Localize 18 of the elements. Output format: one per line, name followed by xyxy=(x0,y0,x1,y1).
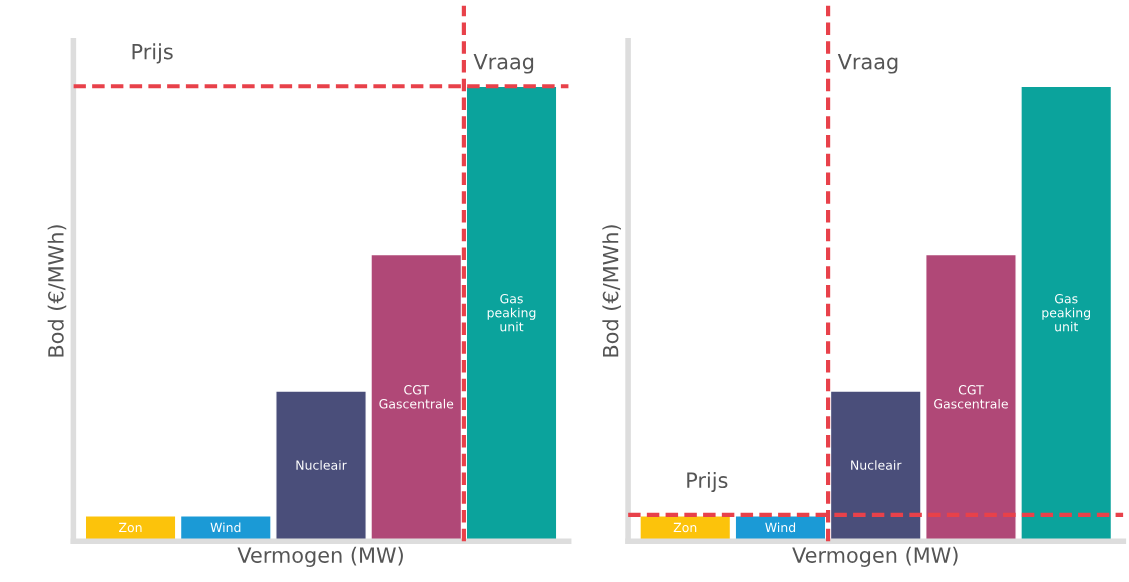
x-tick-label: Zon xyxy=(119,522,142,533)
ref-line-label: Prijs xyxy=(687,471,728,493)
y-axis-title: Bod (€/MWh) xyxy=(47,225,67,357)
x-tick-label: Gas peaking unit xyxy=(1042,293,1090,332)
x-axis-title: Vermogen (MW) xyxy=(792,546,958,567)
x-tick-label: Nucleair xyxy=(296,460,347,470)
ref-line-label: Vraag xyxy=(473,54,534,74)
x-tick-label: CGT Gascentrale xyxy=(934,385,1008,409)
x-tick-label: CGT Gascentrale xyxy=(379,385,454,409)
x-axis-title: Vermogen (MW) xyxy=(237,546,403,567)
y-axis-title: Bod (€/MWh) xyxy=(602,225,621,357)
ref-line-label: Prijs xyxy=(132,43,173,64)
x-tick-label: Wind xyxy=(210,522,241,533)
x-tick-label: Gas peaking unit xyxy=(487,293,536,332)
x-tick-label: Nucleair xyxy=(851,460,902,470)
x-tick-label: Zon xyxy=(673,522,697,533)
x-tick-label: Wind xyxy=(765,522,796,533)
ref-line-label: Vraag xyxy=(837,54,898,74)
